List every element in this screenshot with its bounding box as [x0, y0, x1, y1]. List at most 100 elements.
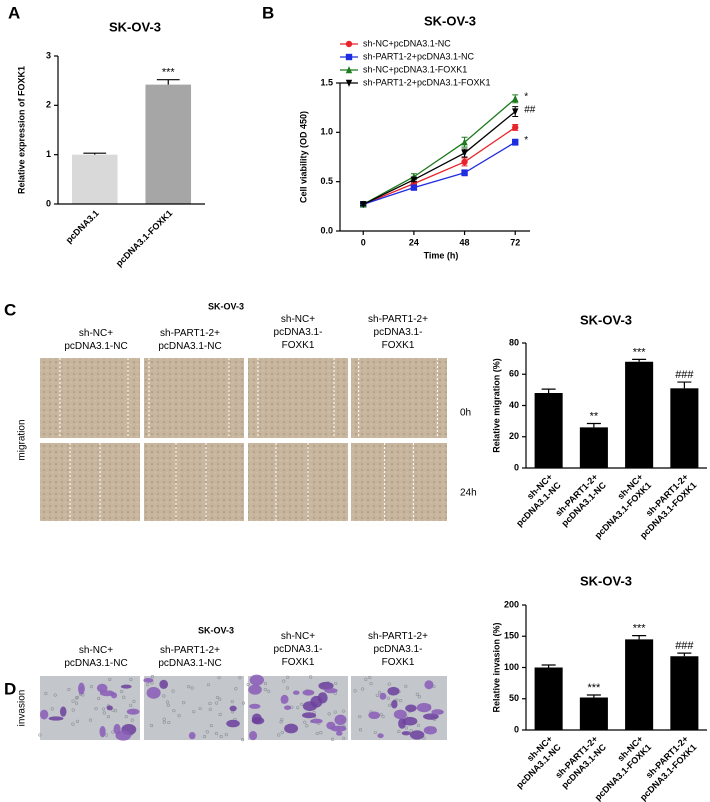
cell [423, 726, 437, 735]
annotation: ### [675, 369, 694, 381]
pore [94, 706, 98, 711]
y-axis-label: Relative invasion (%) [491, 622, 501, 712]
pore [280, 718, 284, 722]
pore [369, 681, 373, 686]
cell [424, 680, 434, 690]
panel-label: D [4, 679, 16, 698]
pore [327, 712, 331, 716]
cell [99, 690, 115, 697]
pore [388, 703, 392, 707]
pore [187, 685, 191, 689]
x-tick-label: pcDNA3.1 [64, 208, 101, 245]
pore [104, 733, 109, 737]
y-tick-label: 100 [504, 662, 519, 672]
error-bar [83, 152, 107, 155]
pore [386, 696, 390, 700]
side-label: invasion [17, 690, 28, 727]
pore [50, 707, 54, 711]
pore [277, 733, 281, 737]
column-header: sh-PART1-2+ pcDNA3.1-NC [158, 328, 221, 352]
pore [224, 732, 228, 737]
chart-title: SK-OV-3 [109, 19, 161, 34]
micrograph [248, 358, 348, 438]
marker [410, 176, 418, 184]
pore [375, 693, 379, 698]
error-bar [632, 635, 647, 640]
cell [146, 686, 161, 699]
pore [205, 730, 209, 734]
micrograph [40, 443, 140, 521]
pore [129, 703, 133, 707]
legend-label: sh-PART1-2+pcDNA3.1-NC [363, 51, 474, 61]
panel-title: SK-OV-3 [198, 625, 234, 635]
pore [122, 695, 126, 699]
pore [108, 677, 112, 682]
row-label: 0h [460, 408, 471, 419]
pore [218, 712, 222, 717]
x-tick-label: pcDNA3.1-FOXK1 [114, 208, 174, 268]
cell [248, 684, 262, 695]
cell [379, 692, 387, 700]
y-tick-label: 80 [509, 337, 519, 347]
cell [368, 711, 381, 720]
pore [404, 684, 408, 688]
cell [251, 716, 265, 725]
column-header: sh-NC+ pcDNA3.1-FOXK1 [274, 314, 323, 351]
marker [345, 66, 353, 74]
pore [279, 720, 283, 724]
pore [71, 722, 75, 726]
cell [409, 730, 425, 740]
error-bar [586, 694, 601, 698]
pore [263, 687, 267, 692]
cell [249, 731, 258, 741]
column-header: sh-NC+ pcDNA3.1-FOXK1 [274, 631, 323, 668]
pore [67, 687, 71, 692]
pore [241, 701, 245, 705]
pore [368, 675, 372, 680]
pore [97, 696, 101, 701]
micrograph [351, 358, 447, 438]
series-line [362, 111, 516, 205]
marker [345, 79, 353, 87]
annotation: *** [587, 682, 601, 694]
series-line [362, 126, 516, 205]
pore [89, 684, 94, 689]
chart-title: SK-OV-3 [580, 573, 632, 588]
pore [190, 686, 194, 690]
pore [330, 737, 335, 741]
pore [208, 707, 212, 711]
x-tick-label: 48 [460, 237, 470, 247]
cell [78, 682, 85, 695]
pore [409, 729, 413, 733]
pore [106, 715, 111, 719]
cell [310, 718, 323, 724]
pore [358, 728, 363, 732]
cell [324, 688, 338, 694]
marker [345, 40, 353, 48]
legend-label: sh-NC+pcDNA3.1-NC [363, 38, 451, 48]
cell [326, 721, 336, 730]
pore [299, 702, 304, 706]
pore [319, 731, 323, 735]
cell [283, 705, 292, 710]
cell [248, 703, 261, 709]
x-tick-label: sh-NC+pcDNA3.1-NC [506, 734, 563, 791]
pore [217, 676, 221, 680]
marker [512, 108, 519, 116]
pore [218, 697, 222, 701]
bar [534, 667, 563, 730]
cell [126, 708, 140, 715]
y-axis-label: Relative migration (%) [491, 358, 501, 453]
cell [249, 674, 264, 686]
cell [96, 683, 108, 693]
cell [120, 684, 132, 689]
pore [146, 683, 150, 687]
cell [159, 679, 169, 689]
error-bar [586, 422, 601, 428]
pore [415, 692, 419, 696]
pore [208, 701, 212, 706]
row-label: 24h [460, 488, 477, 499]
bar [625, 361, 654, 468]
y-tick-label: 150 [504, 631, 519, 641]
panel-label: B [262, 3, 274, 22]
